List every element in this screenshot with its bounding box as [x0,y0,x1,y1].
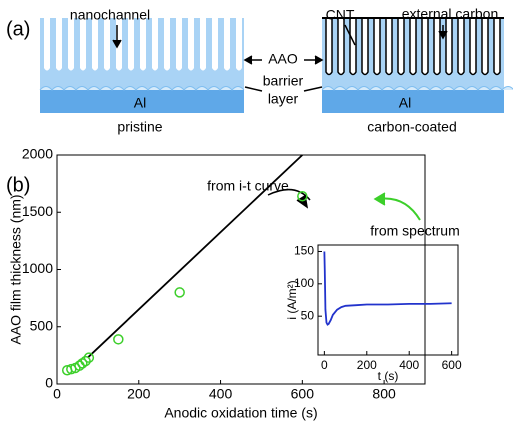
x-tick-label: 400 [209,386,233,402]
y-tick-label: 2000 [22,146,53,162]
label: pristine [117,119,162,135]
barrier [321,86,513,91]
channel [188,18,194,71]
y-tick-label: 1000 [22,260,53,276]
channel [92,18,98,71]
channel [361,17,369,76]
channel [409,17,417,76]
panel-label: (a) [6,18,30,40]
x-axis-label: t (s) [378,369,399,383]
y-tick-label: 500 [30,317,54,333]
channel [457,17,465,76]
label: barrier [263,73,304,89]
al [40,90,244,113]
channel [481,17,489,76]
label: nanochannel [70,7,150,23]
x-tick-label: 400 [399,358,419,372]
barrier [39,86,245,91]
channel [349,17,357,76]
point [174,287,185,298]
label: layer [268,91,299,107]
arrows [112,24,448,221]
channel [445,17,453,76]
y-tick-label: 0 [45,375,53,391]
channel [397,17,405,76]
channel [44,18,50,71]
channel [200,18,206,71]
annotation: from i-t curve [207,178,289,194]
channel [493,17,501,76]
x-tick-label: 800 [372,386,396,402]
x-axis-label: Anodic oxidation time (s) [164,405,317,421]
channel [80,18,86,71]
label: AAO [268,51,298,67]
x-tick-label: 200 [127,386,151,402]
label: Al [399,95,411,111]
y-axis-label: AAO film thickness (nm) [8,194,24,344]
annotation: from spectrum [370,223,459,239]
channel [433,17,441,76]
line [87,154,303,359]
channel [373,17,381,76]
panel-label: (b) [6,174,30,196]
label: Al [134,95,146,111]
y-axis-label: i (A/m²) [285,280,299,319]
point [113,334,124,345]
channel [176,18,182,71]
diagram [39,17,513,113]
point [297,190,308,202]
label: carbon-coated [367,119,457,135]
y-tick-label: 100 [294,276,314,290]
channel [128,18,134,71]
plot-frame [317,244,459,356]
channel [152,18,158,71]
channel [212,18,218,71]
y-tick-label: 150 [294,244,314,258]
channel [140,18,146,71]
line [323,251,452,326]
point [83,352,95,363]
x-tick-label: 0 [53,386,61,402]
label: CNT [326,7,355,23]
channel [224,18,230,71]
y-tick-label: 50 [301,308,315,322]
point [80,355,91,367]
channel [56,18,62,71]
x-tick-label: 0 [321,358,328,372]
channel [104,18,110,71]
channel [421,17,429,76]
channel [337,17,345,76]
label: external carbon [402,6,499,22]
x-tick-label: 600 [291,386,315,402]
x-tick-label: 200 [357,358,377,372]
channel [325,17,333,76]
channel [469,17,477,76]
al [322,90,504,113]
channel [68,18,74,71]
channel [236,18,242,71]
channel [164,18,170,71]
channel [385,17,393,76]
y-tick-label: 1500 [22,203,53,219]
x-tick-label: 600 [442,358,462,372]
